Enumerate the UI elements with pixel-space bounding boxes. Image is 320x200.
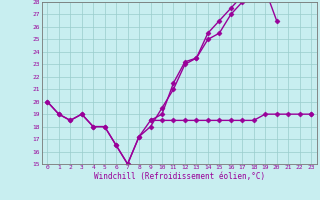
X-axis label: Windchill (Refroidissement éolien,°C): Windchill (Refroidissement éolien,°C): [94, 172, 265, 181]
